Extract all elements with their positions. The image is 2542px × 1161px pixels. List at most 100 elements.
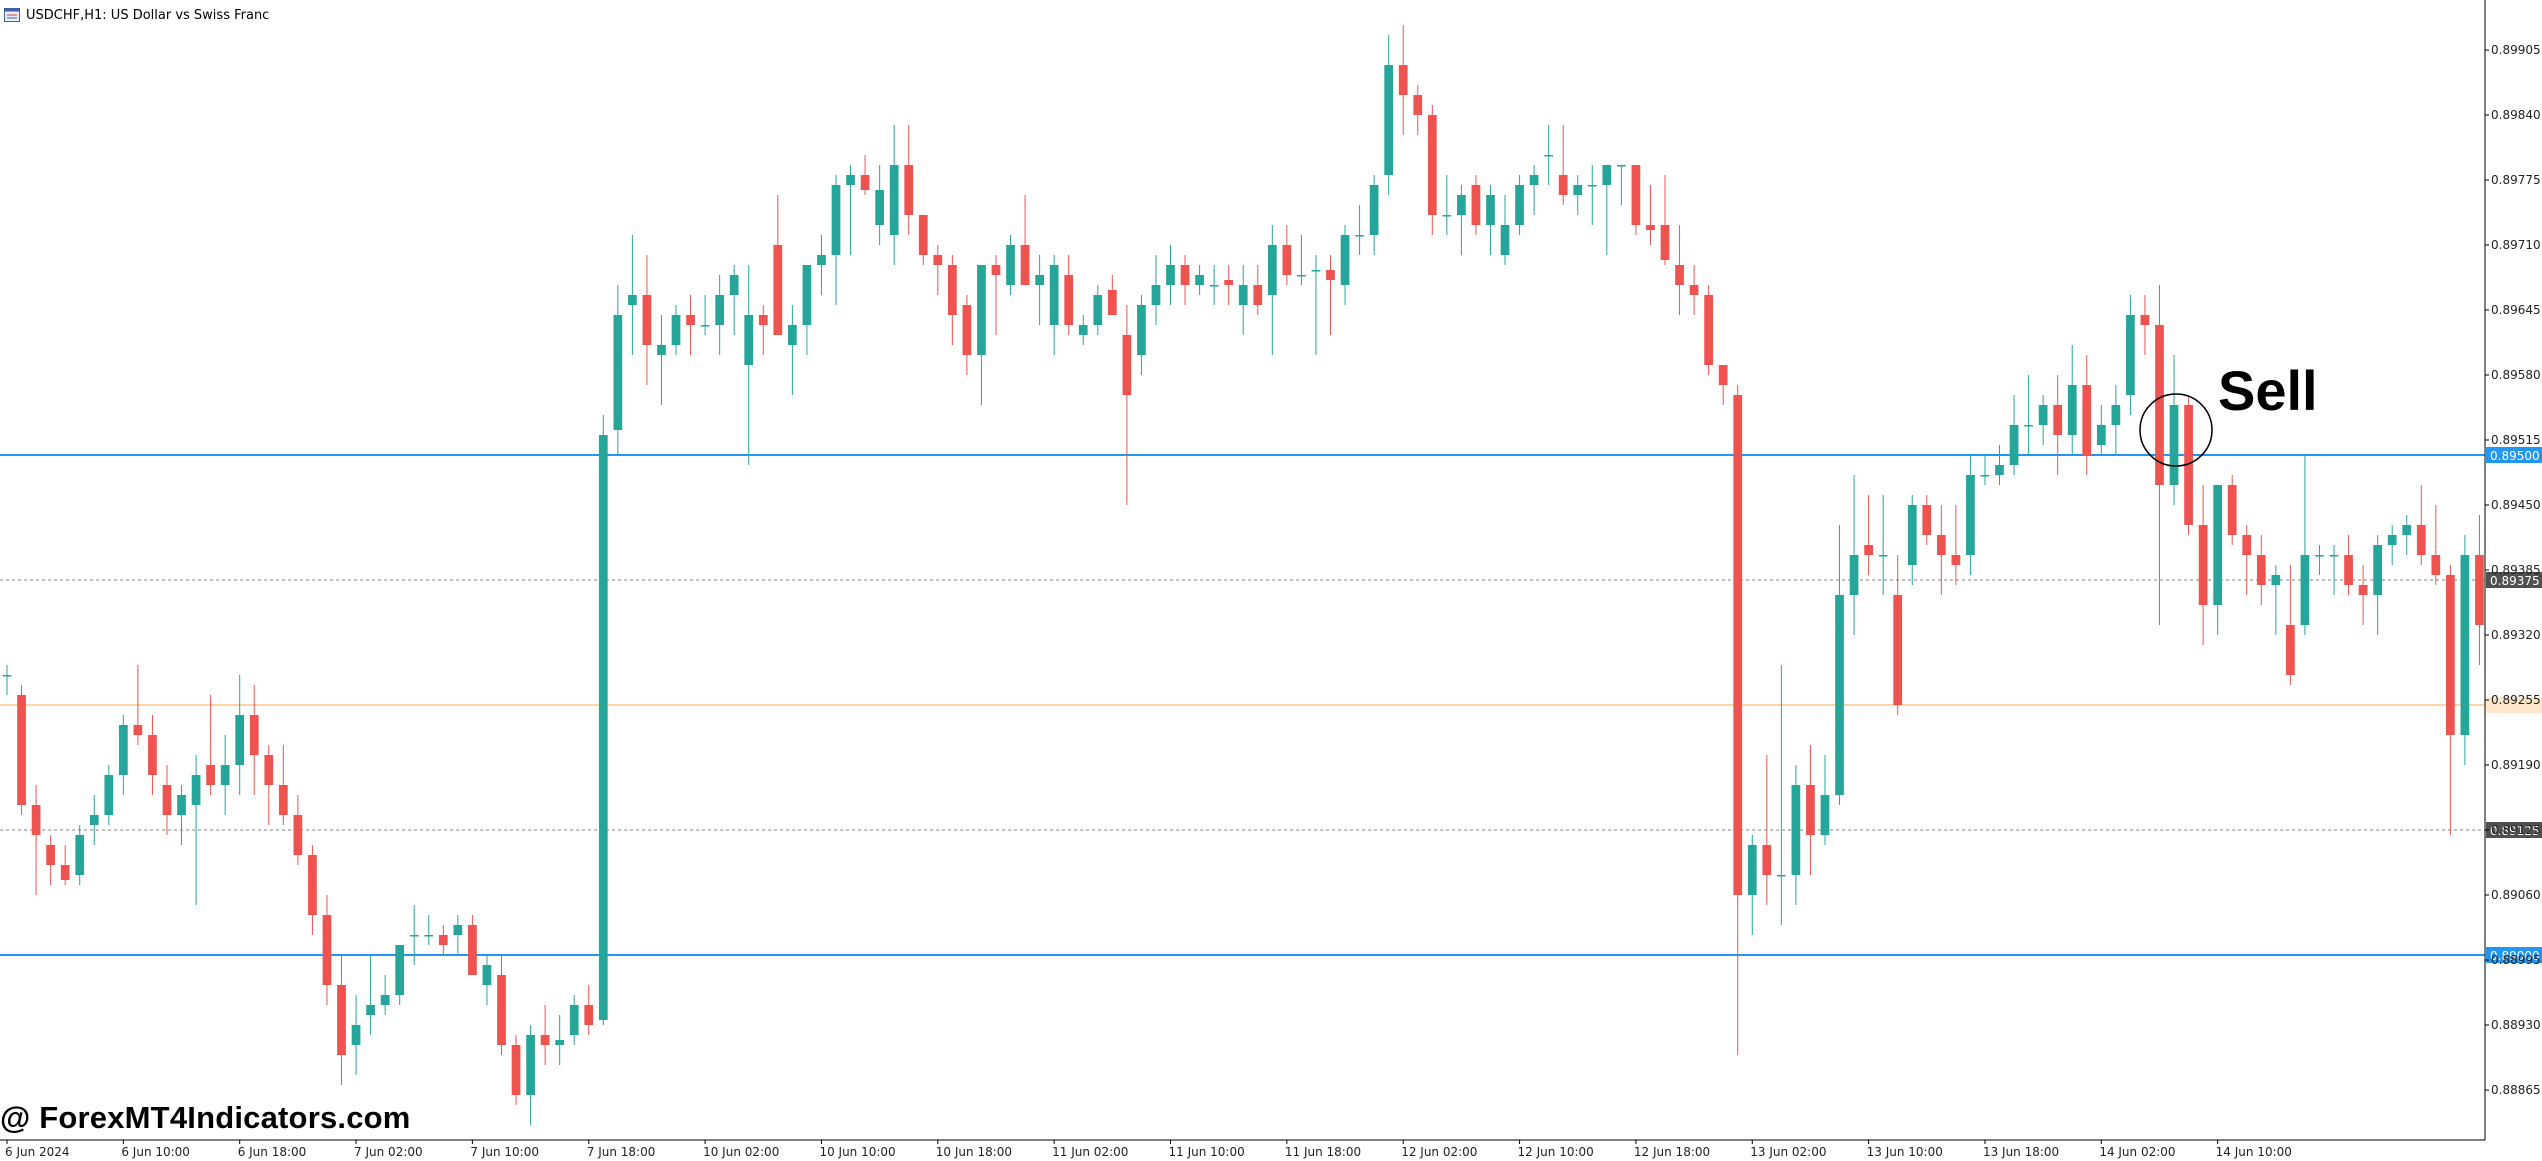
candle[interactable]	[788, 305, 797, 395]
candle[interactable]	[831, 175, 841, 305]
candle[interactable]	[1457, 185, 1466, 255]
candle[interactable]	[2, 665, 12, 695]
candle[interactable]	[1195, 265, 1204, 295]
candle[interactable]	[2111, 385, 2121, 455]
candle[interactable]	[2387, 525, 2397, 565]
candle[interactable]	[1369, 175, 1379, 255]
candle[interactable]	[1064, 255, 1074, 335]
candle[interactable]	[1297, 235, 1306, 285]
candle[interactable]	[46, 835, 55, 885]
candle[interactable]	[31, 785, 41, 895]
candle[interactable]	[860, 155, 870, 195]
candle[interactable]	[453, 915, 463, 955]
candle[interactable]	[1835, 525, 1844, 805]
time-axis[interactable]: 6 Jun 2024 6 Jun 10:00 6 Jun 18:00 7 Jun 02…	[5, 1140, 2292, 1159]
candle[interactable]	[2402, 515, 2412, 555]
candle[interactable]	[2300, 455, 2310, 635]
candle[interactable]	[1558, 125, 1568, 205]
candle[interactable]	[468, 915, 477, 975]
candle[interactable]	[1151, 255, 1161, 325]
candle[interactable]	[2373, 535, 2383, 635]
candle[interactable]	[1747, 835, 1757, 935]
candle[interactable]	[1675, 225, 1684, 315]
candle[interactable]	[2344, 535, 2353, 595]
candle[interactable]	[962, 295, 972, 375]
candle[interactable]	[1340, 225, 1350, 305]
candle[interactable]	[671, 305, 681, 355]
candle[interactable]	[1864, 495, 1873, 575]
candle[interactable]	[1587, 165, 1597, 225]
candle[interactable]	[380, 975, 390, 1015]
candle[interactable]	[744, 265, 754, 465]
candle[interactable]	[308, 845, 317, 935]
candle[interactable]	[133, 665, 143, 745]
candle[interactable]	[1049, 255, 1059, 355]
candle[interactable]	[875, 165, 884, 245]
candle[interactable]	[1020, 195, 1030, 285]
candle[interactable]	[642, 255, 652, 385]
candle[interactable]	[1893, 555, 1903, 715]
candle[interactable]	[1486, 185, 1495, 255]
candle[interactable]	[1180, 255, 1190, 305]
candle[interactable]	[2358, 565, 2368, 625]
candle[interactable]	[497, 955, 506, 1055]
candle[interactable]	[511, 1035, 521, 1105]
candle[interactable]	[1326, 255, 1335, 335]
candle[interactable]	[1035, 255, 1044, 325]
candle[interactable]	[1442, 175, 1452, 235]
candle[interactable]	[337, 955, 346, 1085]
candle[interactable]	[322, 895, 332, 1005]
candle[interactable]	[598, 415, 608, 1025]
candle[interactable]	[2431, 505, 2441, 585]
candle[interactable]	[1791, 765, 1801, 905]
candle[interactable]	[526, 1025, 535, 1125]
candle[interactable]	[1922, 495, 1932, 545]
candle[interactable]	[555, 1015, 565, 1065]
candle[interactable]	[2053, 375, 2063, 475]
candle[interactable]	[395, 945, 405, 1005]
candle[interactable]	[2460, 535, 2470, 765]
candle[interactable]	[1544, 125, 1554, 185]
candle[interactable]	[1529, 165, 1539, 215]
candle[interactable]	[1107, 275, 1117, 315]
candle[interactable]	[1122, 305, 1132, 505]
candle[interactable]	[1384, 35, 1394, 195]
candle[interactable]	[1718, 365, 1728, 405]
candle[interactable]	[1282, 225, 1292, 285]
candle[interactable]	[2446, 565, 2455, 835]
candle[interactable]	[1427, 105, 1437, 235]
candle[interactable]	[773, 195, 783, 335]
candle[interactable]	[758, 305, 768, 355]
candle[interactable]	[17, 685, 26, 815]
candle[interactable]	[904, 125, 914, 235]
candle[interactable]	[991, 255, 1001, 335]
candle[interactable]	[2082, 355, 2092, 475]
candle[interactable]	[293, 795, 303, 865]
candle[interactable]	[2329, 545, 2339, 595]
candle[interactable]	[2227, 475, 2237, 545]
candle[interactable]	[206, 695, 215, 795]
candle[interactable]	[409, 905, 419, 965]
candle[interactable]	[220, 735, 230, 815]
candle[interactable]	[1878, 495, 1888, 595]
candle[interactable]	[657, 315, 666, 405]
candle[interactable]	[1224, 265, 1234, 305]
candle[interactable]	[1806, 745, 1815, 875]
candle[interactable]	[2315, 545, 2324, 575]
candle[interactable]	[1849, 475, 1859, 635]
price-axis[interactable]: 0.89500 0.89000 0.89375 0.89125 0.89905 0.898…	[2485, 43, 2542, 1097]
candle[interactable]	[1704, 285, 1713, 375]
candle[interactable]	[715, 275, 725, 355]
candle[interactable]	[249, 685, 259, 795]
candle[interactable]	[1166, 245, 1175, 305]
candle[interactable]	[1093, 285, 1103, 335]
candle[interactable]	[947, 255, 957, 345]
candle[interactable]	[1646, 185, 1655, 245]
candle[interactable]	[1733, 385, 1743, 1055]
candle[interactable]	[2286, 565, 2295, 685]
candle[interactable]	[424, 915, 434, 945]
candle[interactable]	[889, 125, 899, 265]
candle[interactable]	[2169, 355, 2179, 505]
candle[interactable]	[1500, 195, 1510, 265]
candle[interactable]	[2242, 525, 2252, 595]
